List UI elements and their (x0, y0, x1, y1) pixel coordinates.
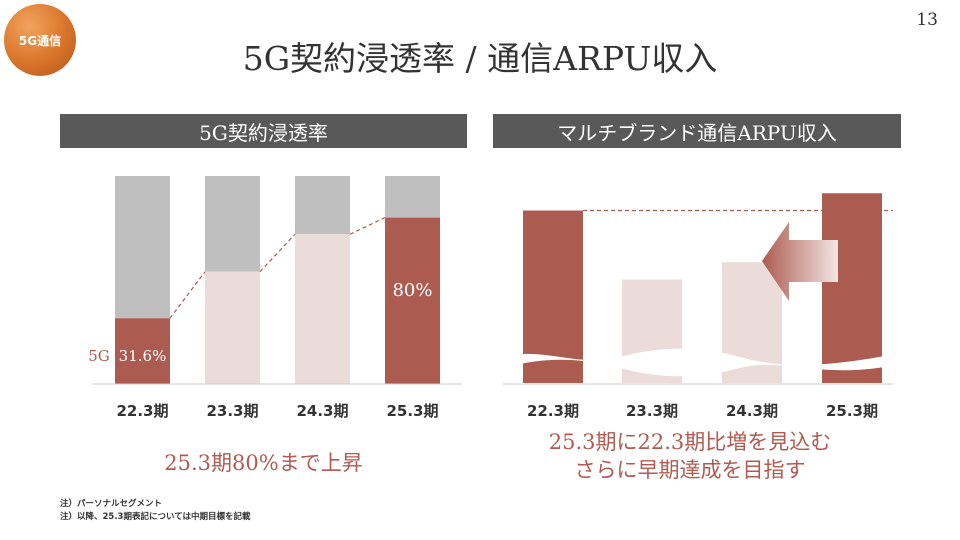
series-label: 5G (88, 347, 110, 365)
bar-remainder (205, 176, 260, 272)
bar-5g-share (385, 217, 440, 384)
bar-5g-share (295, 234, 350, 384)
bar-remainder (115, 176, 170, 319)
bar-5g-share (115, 318, 170, 384)
footnote-2: 注）以降、25.3期表記については中期目標を記載 (60, 512, 251, 522)
right-panel-header: マルチブランド通信ARPU収入 (493, 114, 901, 148)
x-tick-label: 25.3期 (826, 402, 878, 420)
trend-connector (259, 233, 296, 273)
x-tick-label: 24.3期 (296, 402, 348, 420)
right-caption-line-2: さらに早期達成を目指す (574, 458, 806, 482)
x-tick-label: 22.3期 (527, 402, 579, 420)
x-tick-label: 24.3期 (726, 402, 778, 420)
data-label: 80% (392, 280, 432, 301)
right-caption-line-1: 25.3期に22.3期比増を見込む (548, 430, 832, 454)
left-panel-title: 5G契約浸透率 (199, 120, 328, 145)
x-tick-label: 22.3期 (116, 402, 168, 420)
left-panel-header: 5G契約浸透率 (60, 114, 467, 148)
bar-5g-share (205, 271, 260, 384)
data-label: 31.6% (119, 347, 167, 365)
bar-remainder (385, 176, 440, 218)
bar-remainder (295, 176, 350, 235)
x-tick-label: 23.3期 (206, 402, 258, 420)
footnote-1: 注）パーソナルセグメント (60, 499, 163, 509)
right-caption: 25.3期に22.3期比増を見込む さらに早期達成を目指す (480, 428, 900, 484)
x-tick-label: 23.3期 (626, 402, 678, 420)
footnotes: 注）パーソナルセグメント 注）以降、25.3期表記については中期目標を記載 (60, 498, 251, 524)
trend-connector (349, 217, 386, 235)
badge-label: 5G通信 (18, 33, 62, 48)
improvement-arrow (762, 222, 838, 301)
page-number: 13 (916, 10, 938, 30)
section-badge: 5G通信 (4, 4, 76, 76)
arpu-bar (822, 193, 882, 383)
page-title: 5G契約浸透率 / 通信ARPU収入 (242, 39, 718, 78)
x-tick-label: 25.3期 (386, 402, 438, 420)
right-panel-title: マルチブランド通信ARPU収入 (557, 120, 837, 145)
axis-break-wave (505, 348, 890, 377)
trend-connector (169, 271, 206, 319)
left-caption: 25.3期80%まで上昇 (164, 451, 363, 475)
